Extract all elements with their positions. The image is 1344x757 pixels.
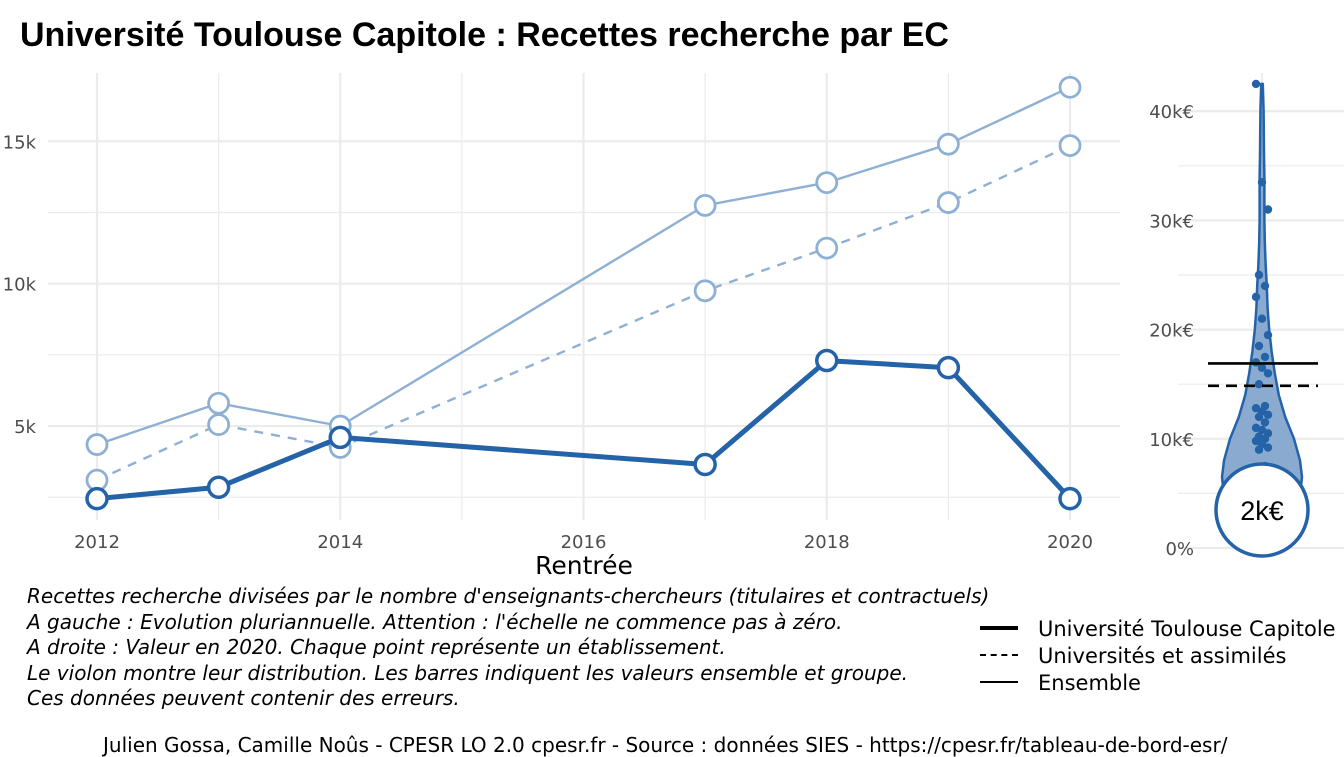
violin-data-point	[1254, 412, 1264, 422]
series-point-solid-thick	[85, 486, 109, 511]
violin-plot-body: 2k€	[1208, 79, 1318, 558]
legend-label: Universités et assimilés	[1038, 644, 1287, 668]
legend-label: Ensemble	[1038, 671, 1141, 695]
violin-data-point	[1251, 292, 1261, 302]
highlight-value-label: 2k€	[1240, 496, 1284, 526]
x-axis-title: Rentrée	[535, 551, 633, 580]
x-tick-label: 2018	[804, 532, 850, 553]
main-plot-series	[85, 75, 1082, 511]
series-point-dashed	[693, 279, 717, 303]
series-point-solid-thin	[936, 132, 960, 156]
violin-data-point	[1263, 369, 1273, 378]
violin-y-tick-label: 10k€	[1149, 430, 1194, 451]
violin-y-tick-label: 0%	[1165, 539, 1194, 560]
series-point-solid-thick	[936, 355, 961, 380]
x-tick-label: 2014	[317, 532, 363, 553]
violin-data-point	[1263, 330, 1273, 340]
legend-label: Université Toulouse Capitole	[1038, 617, 1336, 641]
series-point-solid-thin	[815, 171, 839, 195]
x-tick-label: 2012	[74, 532, 120, 553]
legend-key-solid-thin	[980, 681, 1018, 683]
series-point-solid-thick	[815, 348, 839, 373]
violin-y-tick-label: 20k€	[1149, 321, 1194, 342]
caption-line: Ces données peuvent contenir des erreurs…	[27, 686, 460, 711]
series-point-solid-thin	[207, 391, 231, 415]
caption-line: A droite : Valeur en 2020. Chaque point …	[27, 635, 726, 660]
y-tick-label: 15k	[3, 132, 37, 153]
violin-data-point	[1254, 270, 1264, 280]
violin-data-point	[1251, 79, 1261, 89]
violin-data-point	[1254, 380, 1264, 389]
x-tick-label: 2016	[561, 532, 607, 553]
series-point-solid-thin	[693, 193, 717, 217]
violin-data-point	[1257, 177, 1267, 187]
legend-key-dashed	[980, 654, 1018, 656]
legend-key-solid-thick	[980, 626, 1018, 630]
violin-data-point	[1260, 352, 1270, 362]
series-point-dashed	[1058, 134, 1082, 158]
violin-data-point	[1263, 205, 1273, 214]
x-tick-label: 2020	[1047, 532, 1093, 553]
caption-line: A gauche : Evolution pluriannuelle. Atte…	[27, 609, 843, 634]
violin-y-tick-label: 30k€	[1149, 211, 1194, 232]
y-tick-label: 10k	[3, 275, 37, 296]
chart-title: Université Toulouse Capitole : Recettes …	[20, 16, 949, 54]
series-point-solid-thin	[85, 433, 109, 456]
violin-data-point	[1263, 443, 1273, 452]
highlight-value-badge	[1214, 462, 1310, 558]
violin-data-point	[1263, 410, 1273, 419]
violin-data-point	[1254, 445, 1264, 454]
violin-data-point	[1260, 418, 1270, 427]
chart-caption: Recettes recherche divisées par le nombr…	[27, 584, 989, 712]
series-point-solid-thin	[1058, 75, 1082, 99]
violin-y-tick-label: 40k€	[1149, 102, 1194, 123]
series-point-solid-thick	[328, 425, 352, 450]
series-point-dashed	[936, 191, 960, 214]
caption-line: Recettes recherche divisées par le nombr…	[27, 584, 990, 608]
violin-data-point	[1257, 314, 1267, 323]
caption-line: Le violon montre leur distribution. Les …	[27, 660, 908, 685]
violin-data-point	[1260, 281, 1270, 291]
y-tick-label: 5k	[14, 417, 36, 438]
violin-data-point	[1254, 341, 1264, 351]
violin-data-point	[1257, 363, 1267, 373]
series-point-dashed	[207, 413, 231, 437]
credit-line: Julien Gossa, Camille Noûs - CPESR LO 2.…	[103, 733, 1228, 757]
series-point-solid-thick	[1058, 486, 1082, 511]
series-point-solid-thick	[206, 475, 231, 500]
series-point-dashed	[815, 236, 839, 260]
main-plot-axes: 2012 2014 2016 2018 2020 5k 10k 15k Rentrée	[3, 132, 1093, 580]
series-point-solid-thick	[693, 452, 717, 477]
